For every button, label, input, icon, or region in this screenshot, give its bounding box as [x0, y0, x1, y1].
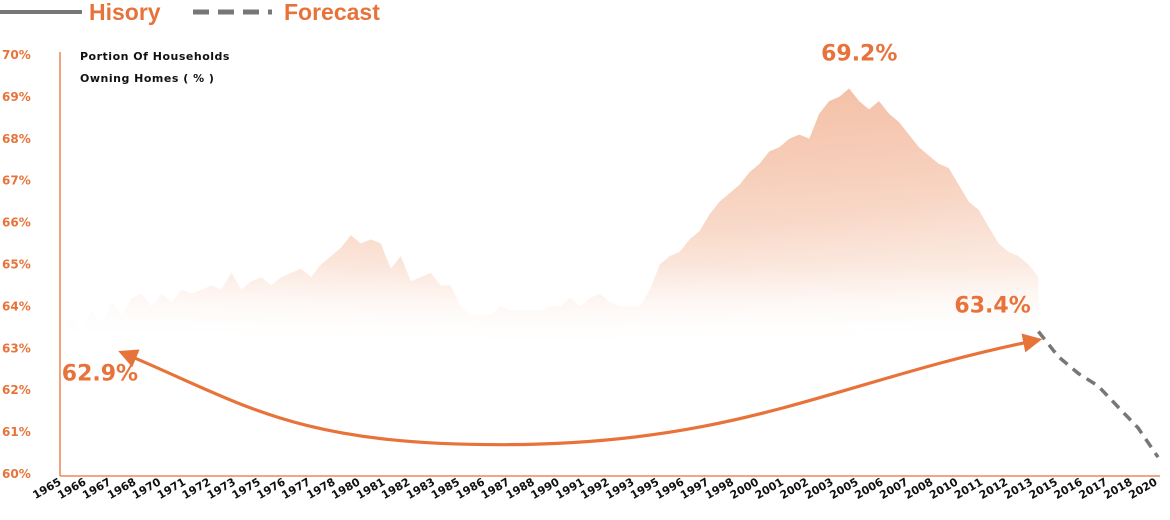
y-tick-label: 66%	[2, 216, 31, 230]
y-tick-label: 61%	[2, 425, 31, 439]
y-tick-label: 67%	[2, 174, 31, 188]
chart-caption: Portion Of Households Owning Homes ( % )	[80, 50, 230, 85]
legend: Hisory Forecast	[0, 0, 380, 25]
caption-line-1: Portion Of Households	[80, 50, 230, 63]
y-tick-label: 64%	[2, 299, 31, 313]
caption-line-2: Owning Homes ( % )	[80, 72, 214, 85]
history-legend-label: Hisory	[89, 0, 161, 25]
y-axis-ticks: 60% 61% 62% 63% 64% 65% 66% 67% 68% 69% 70%	[2, 48, 31, 481]
x-axis-ticks: 1965196619671968197019711972197319751976…	[30, 475, 1159, 502]
value-callout: 69.2%	[821, 42, 897, 67]
trend-arrow	[118, 333, 1043, 447]
x-tick-label: 2020	[1126, 475, 1159, 502]
forecast-legend-label: Forecast	[284, 0, 380, 25]
y-tick-label: 68%	[2, 132, 31, 146]
y-tick-label: 62%	[2, 383, 31, 397]
history-area-glow	[62, 88, 1039, 342]
plot-area: 62.9% 69.2% 63.4%	[62, 42, 1160, 459]
y-tick-label: 69%	[2, 90, 31, 104]
forecast-line	[1037, 330, 1160, 459]
y-tick-label: 60%	[2, 467, 31, 481]
y-tick-label: 70%	[2, 48, 31, 62]
y-tick-label: 63%	[2, 341, 31, 355]
value-callout: 62.9%	[62, 361, 138, 386]
value-callout: 63.4%	[954, 294, 1030, 319]
y-tick-label: 65%	[2, 258, 31, 272]
